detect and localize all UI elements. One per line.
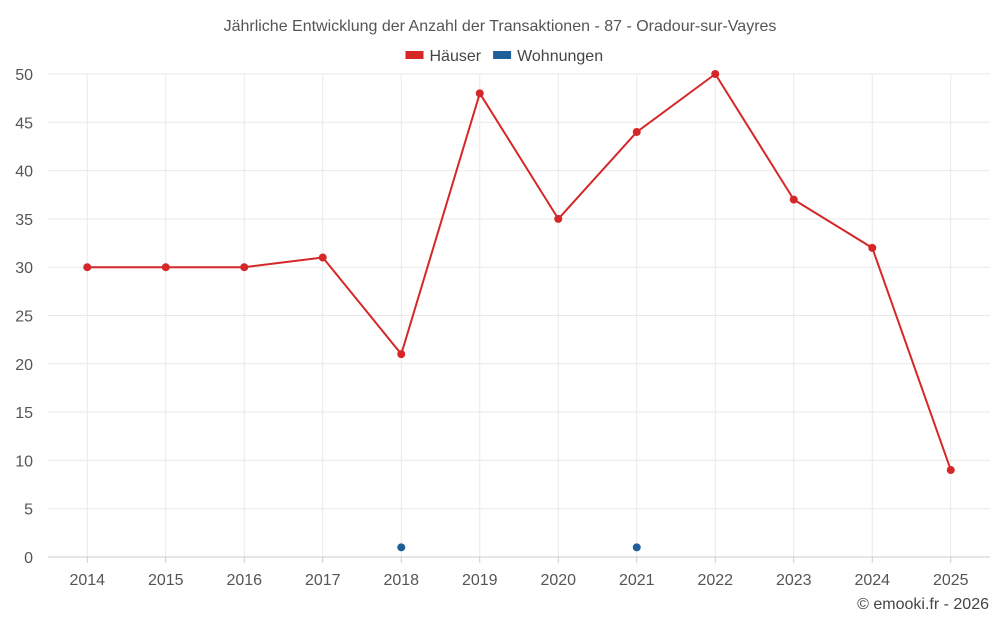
data-point [632, 543, 641, 552]
x-tick-label: 2016 [226, 572, 262, 589]
x-tick-label: 2020 [540, 572, 576, 589]
y-tick-label: 10 [15, 453, 33, 470]
x-tick-label: 2015 [148, 572, 184, 589]
y-tick-label: 30 [15, 260, 33, 277]
data-point [554, 214, 563, 223]
y-tick-label: 15 [15, 405, 33, 422]
data-point [83, 263, 92, 272]
legend-label: Wohnungen [517, 48, 603, 65]
x-tick-label: 2018 [383, 572, 419, 589]
x-tick-label: 2024 [854, 572, 890, 589]
series-1 [397, 543, 641, 552]
data-point [711, 70, 720, 78]
data-point [946, 466, 955, 475]
x-tick-label: 2021 [619, 572, 655, 589]
y-tick-label: 40 [15, 164, 33, 181]
y-tick-label: 20 [15, 357, 33, 374]
x-tick-label: 2019 [462, 572, 498, 589]
y-tick-label: 5 [24, 502, 33, 519]
chart-title: Jährliche Entwicklung der Anzahl der Tra… [224, 18, 777, 35]
y-tick-label: 35 [15, 212, 33, 229]
series [83, 70, 955, 552]
legend-item: Häuser [405, 48, 482, 65]
data-point [789, 195, 798, 204]
series-0 [83, 70, 955, 475]
series-line [87, 73, 952, 471]
data-point [161, 263, 170, 272]
legend-swatch [405, 51, 424, 59]
data-point [475, 89, 484, 98]
x-tick-label: 2025 [933, 572, 969, 589]
data-point [397, 543, 406, 552]
legend-swatch [493, 51, 512, 59]
y-tick-label: 0 [24, 550, 33, 567]
data-point [868, 243, 877, 252]
legend-label: Häuser [430, 48, 482, 65]
data-point [632, 127, 641, 136]
data-point [240, 263, 249, 272]
credit-text: © emooki.fr - 2026 [857, 596, 989, 613]
grid [48, 73, 990, 557]
y-tick-label: 25 [15, 309, 33, 326]
y-tick-label: 45 [15, 115, 33, 132]
data-point [397, 350, 406, 359]
x-tick-label: 2023 [776, 572, 812, 589]
x-tick-label: 2017 [305, 572, 341, 589]
x-tick-label: 2014 [69, 572, 105, 589]
legend-item: Wohnungen [493, 48, 603, 65]
y-tick-label: 50 [15, 67, 33, 84]
x-tick-label: 2022 [697, 572, 733, 589]
data-point [318, 253, 327, 262]
legend: Häuser Wohnungen [405, 48, 603, 65]
